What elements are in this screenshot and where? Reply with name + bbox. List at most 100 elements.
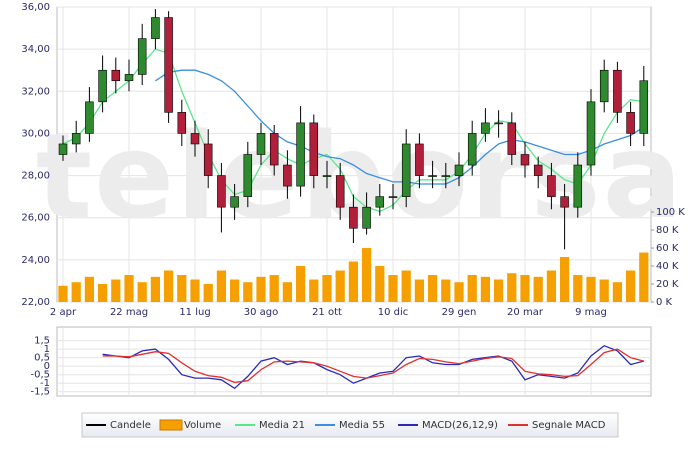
y-tick-label: -0,5 (30, 370, 50, 381)
x-tick-label: 9 mag (575, 307, 607, 318)
candle-body (124, 74, 134, 82)
volume-bar (388, 275, 398, 302)
candle-body (375, 196, 385, 208)
price-plot-area (56, 6, 652, 303)
y-tick-label: 22,00 (21, 297, 50, 308)
x-tick-label: 20 mar (507, 307, 544, 318)
volume-bar (427, 275, 438, 302)
legend-label: MACD(26,12,9) (422, 420, 498, 431)
candle-body (441, 175, 451, 177)
candle-body (507, 122, 517, 155)
candle-body (520, 154, 530, 166)
volume-bar (256, 276, 266, 302)
candle-body (388, 196, 398, 198)
legend-label: Media 55 (339, 420, 385, 431)
volume-bar (111, 279, 121, 302)
legend-label: Media 21 (259, 420, 305, 431)
y-tick-label: -1,5 (30, 387, 50, 398)
y-tick-label: 36,00 (21, 2, 50, 13)
candle-body (401, 143, 411, 197)
volume-bar (493, 279, 504, 302)
candle-body (335, 175, 345, 208)
volume-bar (269, 275, 279, 302)
candle-body (626, 112, 635, 134)
volume-bar (586, 276, 596, 302)
volume-bar (559, 257, 570, 302)
candle-body (71, 133, 81, 145)
moving-average-line (155, 69, 645, 185)
volume-bar (467, 275, 477, 302)
macd-line (102, 348, 644, 384)
volume-bar (295, 266, 306, 302)
candle-body (256, 133, 266, 155)
volume-bar (282, 282, 293, 302)
candle-body (85, 101, 94, 134)
volume-bar (335, 270, 345, 302)
volume-bar (190, 279, 200, 302)
candle-body (137, 38, 147, 75)
candle-body (362, 206, 371, 229)
candle-body (573, 164, 583, 208)
y-tick-label: 32,00 (21, 86, 50, 97)
legend-label: Segnale MACD (532, 420, 606, 431)
candle-body (230, 196, 239, 208)
volume-bar (441, 279, 451, 302)
y-tick-label: -1 (40, 378, 50, 389)
y2-tick-label: 0 K (656, 297, 673, 308)
volume-bar (573, 275, 583, 302)
legend-label: Candele (110, 420, 151, 431)
volume-bar (533, 276, 543, 302)
volume-bar (639, 252, 649, 302)
candle-body (269, 133, 279, 166)
y-tick-label: 34,00 (21, 44, 50, 55)
y-tick-label: 24,00 (21, 255, 50, 266)
volume-bar (612, 282, 623, 302)
candle-body (164, 17, 173, 113)
volume-bar (124, 275, 134, 302)
x-tick-label: 2 apr (50, 307, 77, 318)
candle-body (454, 164, 464, 176)
candle-body (190, 133, 200, 145)
y-tick-label: 1,5 (34, 336, 50, 347)
volume-bar (84, 276, 95, 302)
volume-bar (97, 284, 108, 302)
candle-body (481, 122, 490, 134)
y-tick-label: 26,00 (21, 213, 50, 224)
candle-body (243, 154, 253, 197)
volume-bar (216, 270, 227, 302)
volume-bar (348, 261, 359, 302)
candle-body (98, 69, 107, 103)
volume-bar (401, 270, 411, 302)
volume-bar (150, 276, 161, 302)
volume-bar (322, 275, 332, 302)
volume-bar (546, 270, 557, 302)
volume-bar (137, 282, 147, 302)
volume-bar (177, 275, 187, 302)
y-tick-label: 0,5 (34, 353, 50, 364)
x-tick-label: 10 dic (378, 307, 409, 318)
candle-body (296, 122, 305, 187)
volume-bar (71, 282, 81, 302)
volume-bar (375, 266, 385, 302)
volume-bar (361, 248, 372, 302)
volume-bar (480, 276, 491, 302)
y-tick-label: 28,00 (21, 171, 50, 182)
legend-label: Volume (184, 420, 221, 431)
candle-body (428, 175, 437, 177)
candle-body (58, 143, 68, 155)
y2-tick-label: 100 K (656, 207, 685, 218)
candle-body (203, 143, 213, 176)
volume-bar (520, 275, 530, 302)
volume-bar (203, 284, 213, 302)
candle-body (467, 133, 477, 166)
legend: Candele Volume Media 21 Media 55 MACD(26,12,… (81, 412, 619, 438)
candle-body (177, 112, 187, 134)
candle-body (217, 175, 226, 208)
candle-body (322, 175, 332, 177)
candle-body (111, 69, 121, 82)
x-tick-label: 11 lug (179, 307, 210, 318)
candle-body (639, 80, 649, 134)
candle-body (547, 175, 556, 197)
x-tick-label: 29 gen (442, 307, 477, 318)
